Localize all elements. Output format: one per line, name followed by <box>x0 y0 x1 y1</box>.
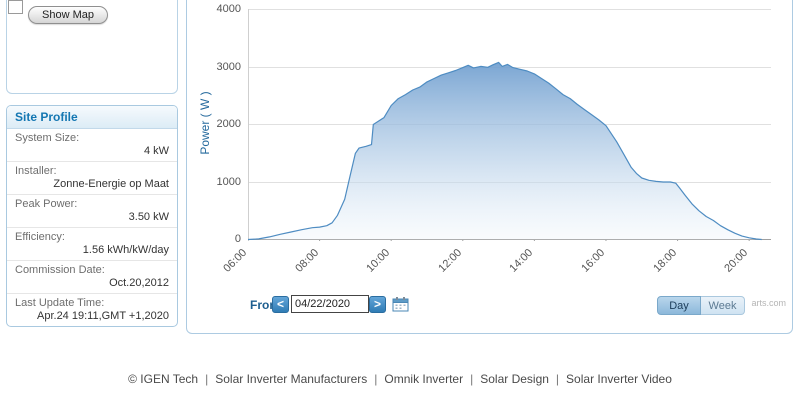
x-axis-tick-label: 12:00 <box>436 246 465 275</box>
show-map-button[interactable]: Show Map <box>28 6 108 24</box>
footer-separator: | <box>374 372 378 386</box>
power-area-chart[interactable] <box>247 9 771 245</box>
y-axis-tick-label: 4000 <box>216 3 241 15</box>
calendar-icon[interactable] <box>392 296 410 312</box>
profile-row: Installer: Zonne-Energie op Maat <box>7 162 177 195</box>
footer-separator: | <box>470 372 474 386</box>
footer-links: © IGEN Tech | Solar Inverter Manufacturers… <box>128 372 672 386</box>
y-axis-tick-label: 1000 <box>216 176 241 188</box>
map-panel: Show Map <box>6 0 178 94</box>
site-profile-rows: System Size: 4 kW Installer: Zonne-Energie … <box>7 129 177 326</box>
x-axis-tick-label: 16:00 <box>579 246 608 275</box>
date-input[interactable] <box>291 295 369 313</box>
site-profile-title: Site Profile <box>7 106 177 129</box>
footer-separator: | <box>555 372 560 386</box>
x-axis-tick-label: 06:00 <box>221 246 250 275</box>
profile-field-label: Peak Power: <box>15 198 78 210</box>
plot-area <box>247 9 771 245</box>
profile-field-value: 3.50 kW <box>128 211 169 223</box>
profile-field-label: Installer: <box>15 165 57 177</box>
chart-panel: Power ( W ) 0 1000 2000 3000 4000 06:00 08:00… <box>186 0 793 334</box>
y-axis-labels: 0 1000 2000 3000 4000 <box>187 0 242 259</box>
footer-separator: | <box>205 372 209 386</box>
profile-field-value: Oct.20,2012 <box>109 277 169 289</box>
profile-row: Peak Power: 3.50 kW <box>7 195 177 228</box>
chart-watermark[interactable]: arts.com <box>751 298 786 308</box>
profile-field-value: Zonne-Energie op Maat <box>53 178 169 190</box>
x-axis-tick-label: 08:00 <box>292 246 321 275</box>
profile-field-label: Last Update Time: <box>15 297 105 309</box>
x-axis-labels: 06:00 08:00 10:00 12:00 14:00 16:00 18:00 20:00 <box>187 245 792 289</box>
footer-link[interactable]: Solar Inverter Video <box>566 372 672 386</box>
x-axis-tick-label: 18:00 <box>650 246 679 275</box>
week-toggle-button[interactable]: Week <box>701 296 745 315</box>
y-axis-tick-label: 2000 <box>216 118 241 130</box>
footer-link[interactable]: Solar Design <box>480 372 549 386</box>
previous-day-button[interactable]: < <box>272 296 289 313</box>
x-axis-tick-label: 10:00 <box>364 246 393 275</box>
next-day-button[interactable]: > <box>369 296 386 313</box>
range-toggle: Day Week <box>657 296 745 315</box>
profile-field-label: Efficiency: <box>15 231 65 243</box>
profile-field-value: Apr.24 19:11,GMT +1,2020 <box>37 310 169 322</box>
copyright-text: © IGEN Tech <box>128 372 199 386</box>
y-axis-tick-label: 0 <box>234 233 241 245</box>
y-axis-tick-label: 3000 <box>216 61 241 73</box>
footer-link[interactable]: Solar Inverter Manufacturers <box>215 372 368 386</box>
profile-field-label: System Size: <box>15 132 80 144</box>
profile-row: System Size: 4 kW <box>7 129 177 162</box>
site-profile-panel: Site Profile System Size: 4 kW Installer: Z… <box>6 105 178 327</box>
day-toggle-button[interactable]: Day <box>657 296 701 315</box>
date-controls: From < > Day Week <box>248 294 782 320</box>
profile-field-value: 4 kW <box>143 145 169 157</box>
profile-row: Commission Date: Oct.20,2012 <box>7 261 177 294</box>
footer: © IGEN Tech | Solar Inverter Manufacturers… <box>0 372 800 386</box>
x-axis-tick-label: 14:00 <box>507 246 536 275</box>
profile-row: Efficiency: 1.56 kWh/kW/day <box>7 228 177 261</box>
footer-link[interactable]: Omnik Inverter <box>384 372 464 386</box>
profile-field-label: Commission Date: <box>15 264 105 276</box>
profile-row: Last Update Time: Apr.24 19:11,GMT +1,202… <box>7 294 177 326</box>
map-zoom-fragment <box>8 0 23 14</box>
x-axis-tick-label: 20:00 <box>722 246 751 275</box>
profile-field-value: 1.56 kWh/kW/day <box>82 244 169 256</box>
